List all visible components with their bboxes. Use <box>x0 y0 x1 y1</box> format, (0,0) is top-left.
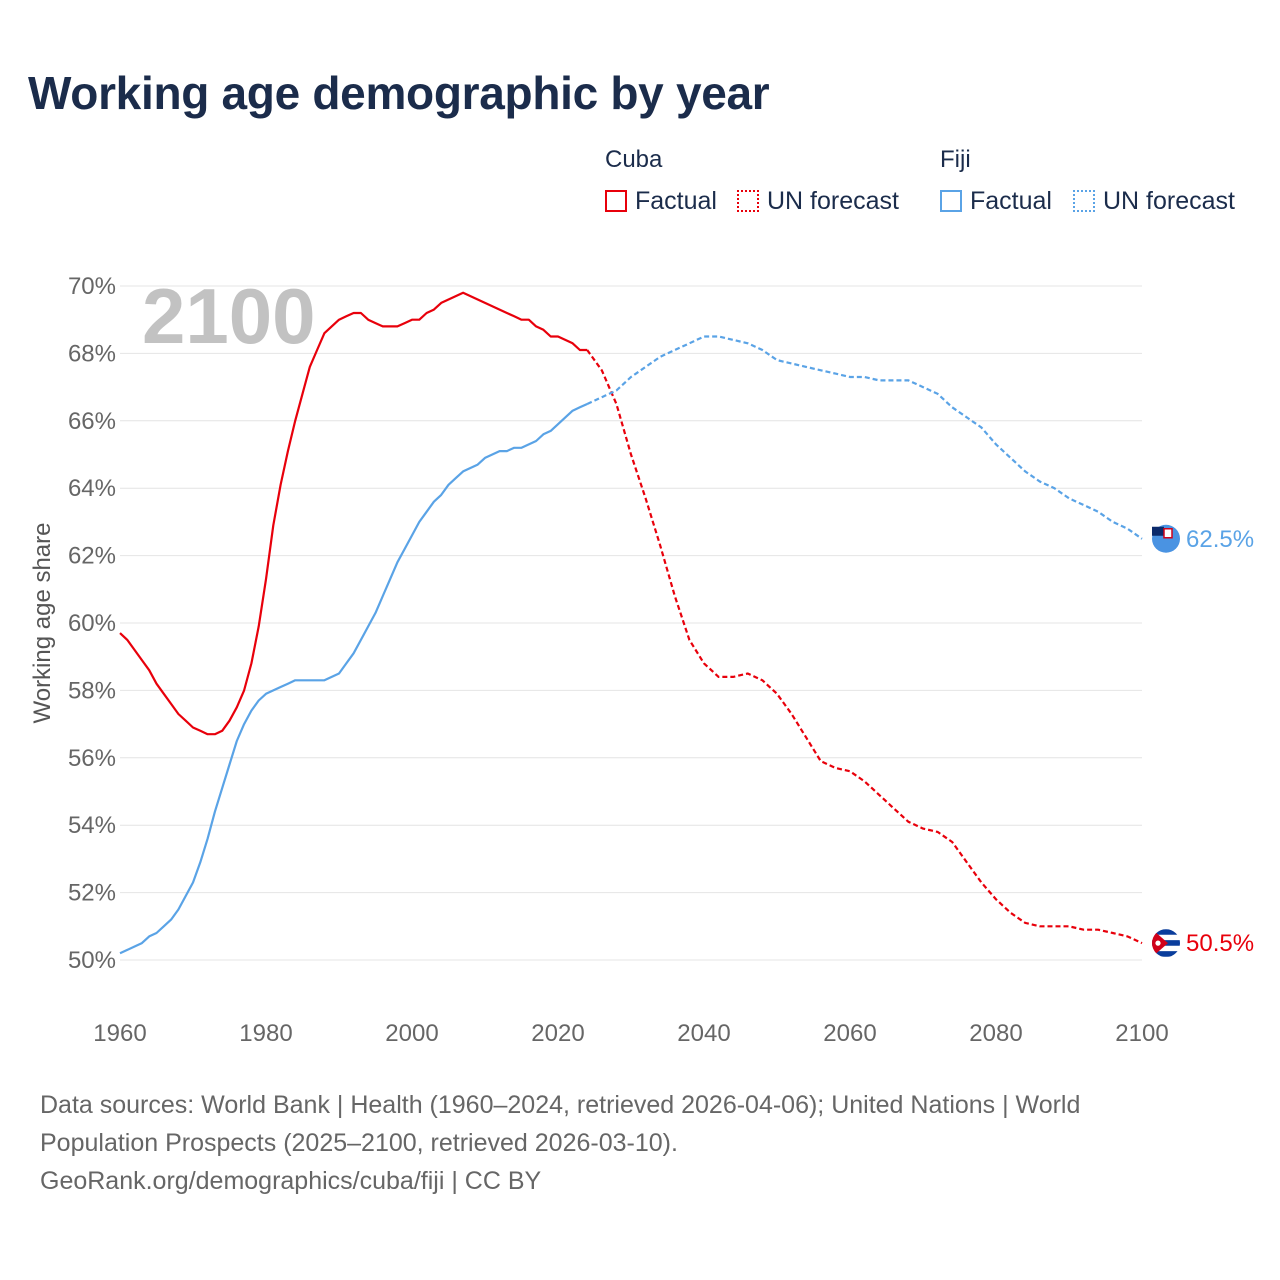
x-tick-label: 2020 <box>531 1020 584 1047</box>
x-tick-label: 2060 <box>823 1020 876 1047</box>
chart-title: Working age demographic by year <box>28 67 770 119</box>
cuba-flag-stripe-0 <box>1152 929 1180 935</box>
cuba-forecast-line <box>586 349 1143 945</box>
series-lines <box>119 291 1143 955</box>
fiji-factual-line <box>119 402 588 955</box>
y-tick-label: 64% <box>68 475 116 502</box>
cuba-flag-star <box>1155 940 1161 946</box>
legend-cuba-forecast-swatch <box>737 190 759 212</box>
footer-source-line-1: Data sources: World Bank | Health (1960–… <box>40 1091 1081 1119</box>
legend-fiji-factual[interactable]: Factual <box>940 186 1052 216</box>
legend-fiji-forecast-swatch <box>1073 190 1095 212</box>
y-tick-label: 52% <box>68 880 116 907</box>
legend-fiji-factual-swatch <box>940 190 962 212</box>
y-tick-label: 54% <box>68 812 116 839</box>
y-tick-label: 66% <box>68 408 116 435</box>
x-tick-label: 1960 <box>93 1020 146 1047</box>
x-tick-label: 2100 <box>1115 1020 1168 1047</box>
y-tick-label: 58% <box>68 677 116 704</box>
x-axis-ticks: 1960 1980 2000 2020 2040 2060 2080 2100 <box>93 1020 1168 1047</box>
footer-attribution: GeoRank.org/demographics/cuba/fiji | CC … <box>40 1167 542 1195</box>
y-tick-label: 70% <box>68 273 116 300</box>
legend-cuba-factual-label: Factual <box>635 186 717 215</box>
legend-group-fiji: Fiji <box>940 146 971 173</box>
legend-fiji-factual-label: Factual <box>970 186 1052 215</box>
line-chart: 2100 50% 52% 54% 56% 58% 60% 62% 64% 66% 68% 70% 1… <box>29 272 1254 1047</box>
cuba-end-value: 50.5% <box>1186 930 1254 957</box>
footer-source-line-2: Population Prospects (2025–2100, retriev… <box>40 1129 678 1157</box>
grid-lines <box>120 285 1142 961</box>
fiji-forecast-line <box>586 335 1143 540</box>
fiji-flag-canton <box>1152 526 1164 536</box>
fiji-end-value: 62.5% <box>1186 526 1254 553</box>
y-tick-label: 62% <box>68 543 116 570</box>
y-tick-label: 60% <box>68 610 116 637</box>
x-tick-label: 1980 <box>239 1020 292 1047</box>
y-axis-ticks: 50% 52% 54% 56% 58% 60% 62% 64% 66% 68% 70% <box>68 273 116 974</box>
x-tick-label: 2080 <box>969 1020 1022 1047</box>
y-tick-label: 68% <box>68 340 116 367</box>
legend-cuba-factual[interactable]: Factual <box>605 186 717 216</box>
series-end-markers: 62.5% 50.5% <box>1152 524 1254 958</box>
cuba-factual-line <box>119 291 588 736</box>
legend-group-cuba: Cuba <box>605 146 663 173</box>
legend-fiji-forecast[interactable]: UN forecast <box>1073 186 1235 216</box>
legend-cuba-forecast[interactable]: UN forecast <box>737 186 899 216</box>
x-tick-label: 2000 <box>385 1020 438 1047</box>
legend-fiji-forecast-label: UN forecast <box>1103 186 1235 215</box>
cuba-flag-icon <box>1152 929 1180 958</box>
cuba-flag-stripe-2 <box>1152 951 1180 957</box>
fiji-flag-shield <box>1163 528 1173 539</box>
legend-cuba-factual-swatch <box>605 190 627 212</box>
y-tick-label: 50% <box>68 947 116 974</box>
footer: Data sources: World Bank | Health (1960–… <box>40 1086 1240 1200</box>
y-axis-label: Working age share <box>29 523 56 724</box>
x-tick-label: 2040 <box>677 1020 730 1047</box>
year-watermark: 2100 <box>142 272 316 360</box>
y-tick-label: 56% <box>68 745 116 772</box>
legend-cuba-forecast-label: UN forecast <box>767 186 899 215</box>
